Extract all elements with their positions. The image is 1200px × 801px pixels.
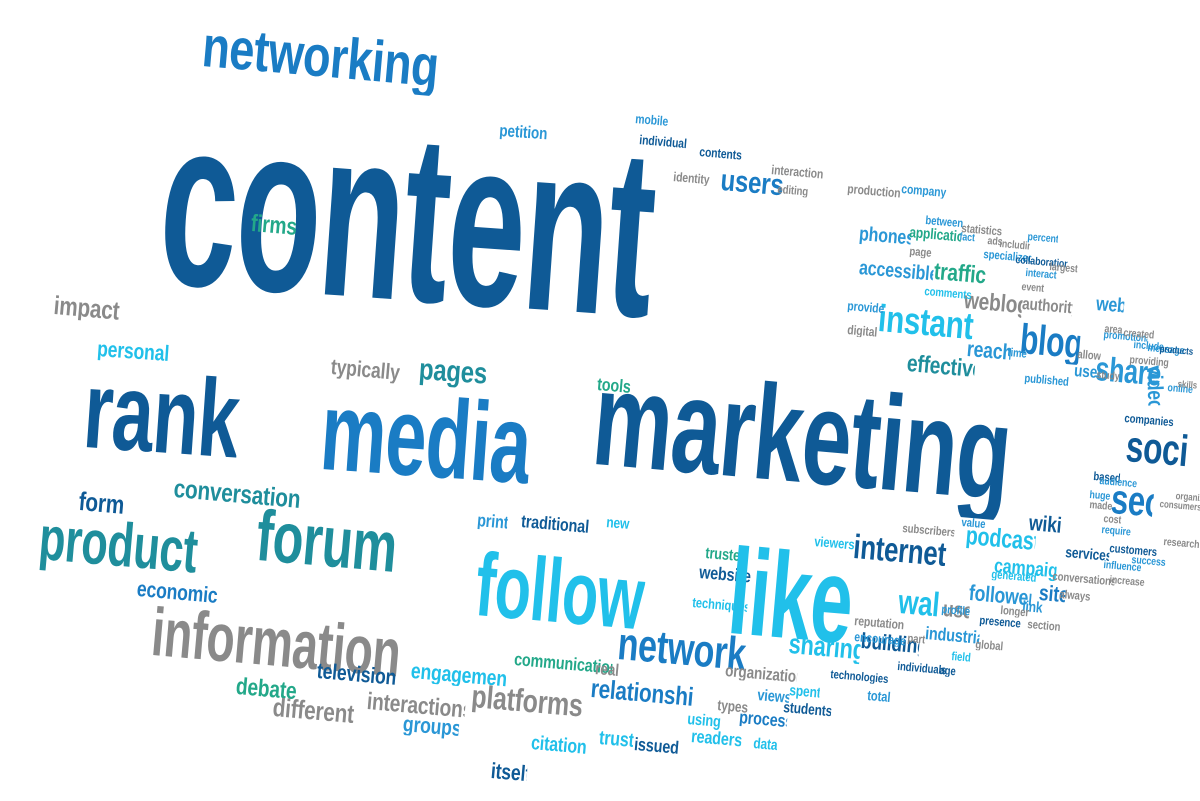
word-tools: tools [596, 375, 632, 396]
word-students: students [782, 700, 832, 720]
word-percent: percent [1027, 232, 1058, 246]
word-platforms: platforms [470, 680, 585, 722]
word-users: users [719, 166, 785, 202]
word-new: new [605, 515, 630, 532]
word-groups: groups [402, 713, 460, 740]
word-traffic: traffic [932, 260, 987, 289]
word-event: event [1021, 282, 1045, 295]
word-product: product [36, 508, 200, 584]
word-impact: impact [52, 292, 121, 324]
word-organizations: organizations [724, 662, 798, 686]
word-phones: phones [858, 224, 912, 249]
word-print: print [476, 511, 508, 532]
word-citation: citation [530, 733, 588, 758]
word-real: real [594, 660, 620, 679]
word-research: research [1163, 537, 1200, 552]
word-authority: authority [1021, 295, 1073, 317]
word-forum: forum [253, 500, 400, 584]
word-firms: firms [249, 212, 298, 240]
word-profile: profile [940, 603, 971, 618]
word-longer: longer [999, 604, 1030, 619]
word-relationships: relationships [589, 675, 696, 710]
word-industrial: industrial [924, 624, 980, 647]
word-age: age [938, 664, 957, 678]
word-increase: increase [1109, 575, 1145, 590]
word-technologies: technologies [829, 668, 889, 686]
word-sharing: sharing [787, 630, 862, 665]
word-petition: petition [498, 122, 548, 143]
word-weblog: weblog [962, 289, 1023, 318]
word-global: global [974, 638, 1004, 653]
word-value: value [960, 516, 986, 531]
word-skills: skills [1177, 380, 1198, 392]
word-pages: pages [417, 355, 489, 390]
word-area: area [1104, 324, 1123, 337]
word-huge: huge [1089, 490, 1111, 503]
word-company: company [900, 182, 947, 199]
word-readers: readers [690, 727, 742, 750]
word-mobile: mobile [634, 112, 669, 128]
word-fact: fact [959, 232, 976, 245]
word-comments: comments [923, 285, 973, 302]
word-consumers: consumers [1159, 500, 1200, 514]
word-generated: generated [990, 568, 1037, 584]
word-web: web [1095, 294, 1125, 317]
word-traditional: traditional [520, 512, 590, 536]
word-different: different [271, 694, 356, 727]
word-trust: trust [598, 728, 634, 751]
word-instant: instant [876, 300, 975, 347]
word-contents: contents [698, 145, 743, 162]
word-require: require [1101, 525, 1132, 539]
word-field: field [950, 650, 972, 664]
word-views: views [756, 688, 790, 707]
word-products: products [1159, 345, 1194, 358]
word-wall: wall [897, 585, 940, 623]
word-identity: identity [672, 170, 711, 187]
word-digital: digital [846, 323, 878, 339]
word-rank: rank [80, 355, 243, 476]
word-part: part [906, 632, 926, 646]
word-content: content [153, 80, 662, 354]
word-itself: itself [490, 760, 528, 786]
word-section: section [1026, 618, 1061, 633]
word-video: video [1143, 365, 1167, 406]
word-media: media [317, 375, 535, 502]
word-published: published [1023, 372, 1069, 388]
word-wiki: wiki [1028, 512, 1063, 537]
word-issued: issued [633, 735, 680, 757]
word-always: always [1058, 588, 1091, 603]
word-study: study [1096, 370, 1120, 383]
word-spent: spent [788, 683, 820, 701]
word-process: process [738, 708, 788, 731]
word-editing: editing [776, 183, 809, 198]
word-influence: influence [1103, 560, 1142, 575]
word-provide: provide [846, 299, 885, 316]
word-production: production [846, 182, 902, 200]
word-page: page [908, 245, 932, 259]
word-blog: blog [1018, 318, 1082, 366]
word-interact: interact [1025, 268, 1057, 282]
word-data: data [752, 736, 779, 754]
word-social: social [1124, 425, 1190, 475]
word-audience: audience [1099, 476, 1138, 491]
word-accessible: accessible [858, 258, 934, 285]
word-allow: allow [1076, 348, 1102, 363]
word-time: time [1006, 346, 1028, 360]
word-total: total [866, 688, 891, 704]
